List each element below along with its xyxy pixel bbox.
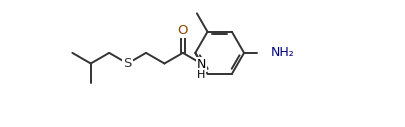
Text: O: O (177, 24, 188, 37)
Text: H: H (196, 70, 205, 80)
Text: N: N (196, 58, 205, 71)
Text: NH₂: NH₂ (270, 46, 293, 59)
Text: S: S (123, 57, 132, 70)
